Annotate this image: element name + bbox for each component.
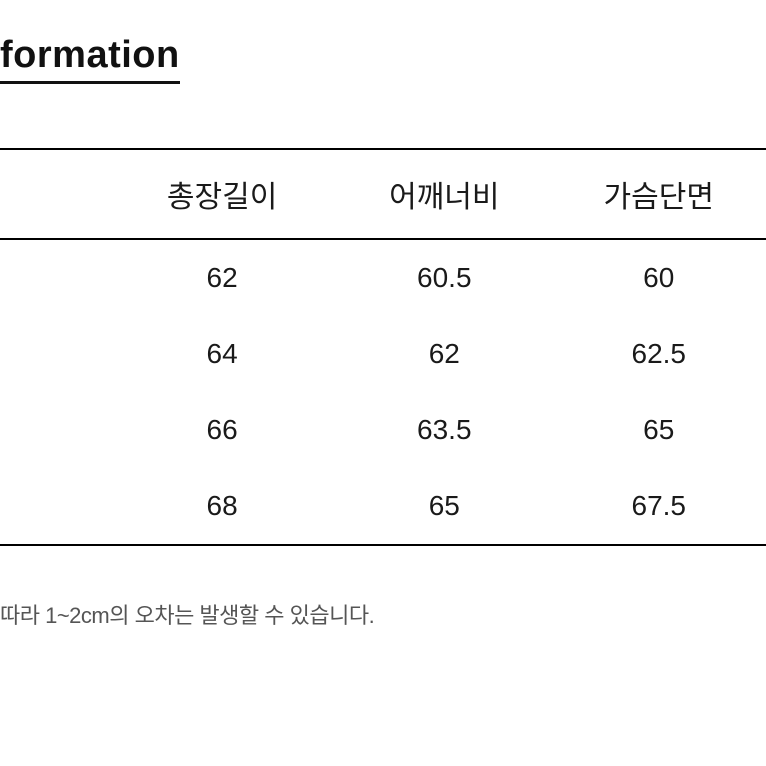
- table-header-chest: 가슴단면: [552, 149, 766, 239]
- table-header-length: 총장길이: [107, 149, 337, 239]
- table-row: 68 65 67.5: [0, 468, 766, 545]
- table-cell: [0, 239, 107, 316]
- table-header-shoulder: 어깨너비: [337, 149, 551, 239]
- table-cell: 65: [552, 392, 766, 468]
- table-cell: [0, 468, 107, 545]
- table-row: 62 60.5 60: [0, 239, 766, 316]
- size-table: 총장길이 어깨너비 가슴단면 62 60.5 60 64 62 62.5 66 …: [0, 148, 766, 546]
- table-cell: 68: [107, 468, 337, 545]
- table-cell: 60.5: [337, 239, 551, 316]
- size-table-container: 총장길이 어깨너비 가슴단면 62 60.5 60 64 62 62.5 66 …: [0, 148, 766, 546]
- table-cell: 67.5: [552, 468, 766, 545]
- table-cell: 66: [107, 392, 337, 468]
- table-header-blank: [0, 149, 107, 239]
- table-cell: 60: [552, 239, 766, 316]
- table-cell: 64: [107, 316, 337, 392]
- section-title: formation: [0, 34, 180, 84]
- table-header-row: 총장길이 어깨너비 가슴단면: [0, 149, 766, 239]
- table-cell: 62.5: [552, 316, 766, 392]
- table-row: 66 63.5 65: [0, 392, 766, 468]
- table-row: 64 62 62.5: [0, 316, 766, 392]
- table-cell: [0, 392, 107, 468]
- table-cell: 62: [107, 239, 337, 316]
- table-cell: 62: [337, 316, 551, 392]
- table-cell: [0, 316, 107, 392]
- table-cell: 65: [337, 468, 551, 545]
- measurement-footnote: 따라 1~2cm의 오차는 발생할 수 있습니다.: [0, 598, 374, 630]
- table-cell: 63.5: [337, 392, 551, 468]
